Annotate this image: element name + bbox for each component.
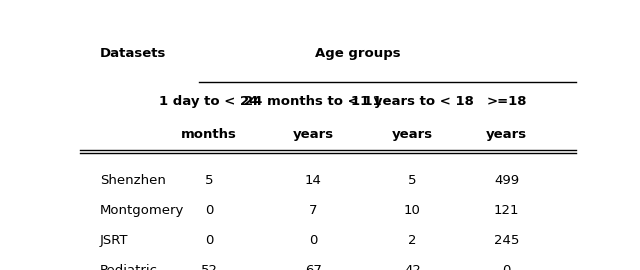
Text: 121: 121	[494, 204, 519, 217]
Text: 24 months to < 11: 24 months to < 11	[244, 95, 382, 108]
Text: 2: 2	[408, 234, 417, 247]
Text: Age groups: Age groups	[315, 47, 401, 60]
Text: 14: 14	[305, 174, 321, 187]
Text: Shenzhen: Shenzhen	[100, 174, 166, 187]
Text: years: years	[486, 128, 527, 141]
Text: months: months	[181, 128, 237, 141]
Text: JSRT: JSRT	[100, 234, 129, 247]
Text: 0: 0	[205, 204, 213, 217]
Text: years: years	[292, 128, 333, 141]
Text: >=18: >=18	[486, 95, 527, 108]
Text: 0: 0	[309, 234, 317, 247]
Text: 499: 499	[494, 174, 519, 187]
Text: 7: 7	[309, 204, 317, 217]
Text: years: years	[392, 128, 433, 141]
Text: 52: 52	[200, 264, 218, 270]
Text: 5: 5	[408, 174, 417, 187]
Text: 245: 245	[494, 234, 519, 247]
Text: Pediatric: Pediatric	[100, 264, 158, 270]
Text: Montgomery: Montgomery	[100, 204, 184, 217]
Text: 5: 5	[205, 174, 213, 187]
Text: 42: 42	[404, 264, 420, 270]
Text: 0: 0	[205, 234, 213, 247]
Text: 67: 67	[305, 264, 321, 270]
Text: 1 day to < 24: 1 day to < 24	[159, 95, 259, 108]
Text: Datasets: Datasets	[100, 47, 166, 60]
Text: 11 years to < 18: 11 years to < 18	[351, 95, 474, 108]
Text: 10: 10	[404, 204, 420, 217]
Text: 0: 0	[502, 264, 511, 270]
